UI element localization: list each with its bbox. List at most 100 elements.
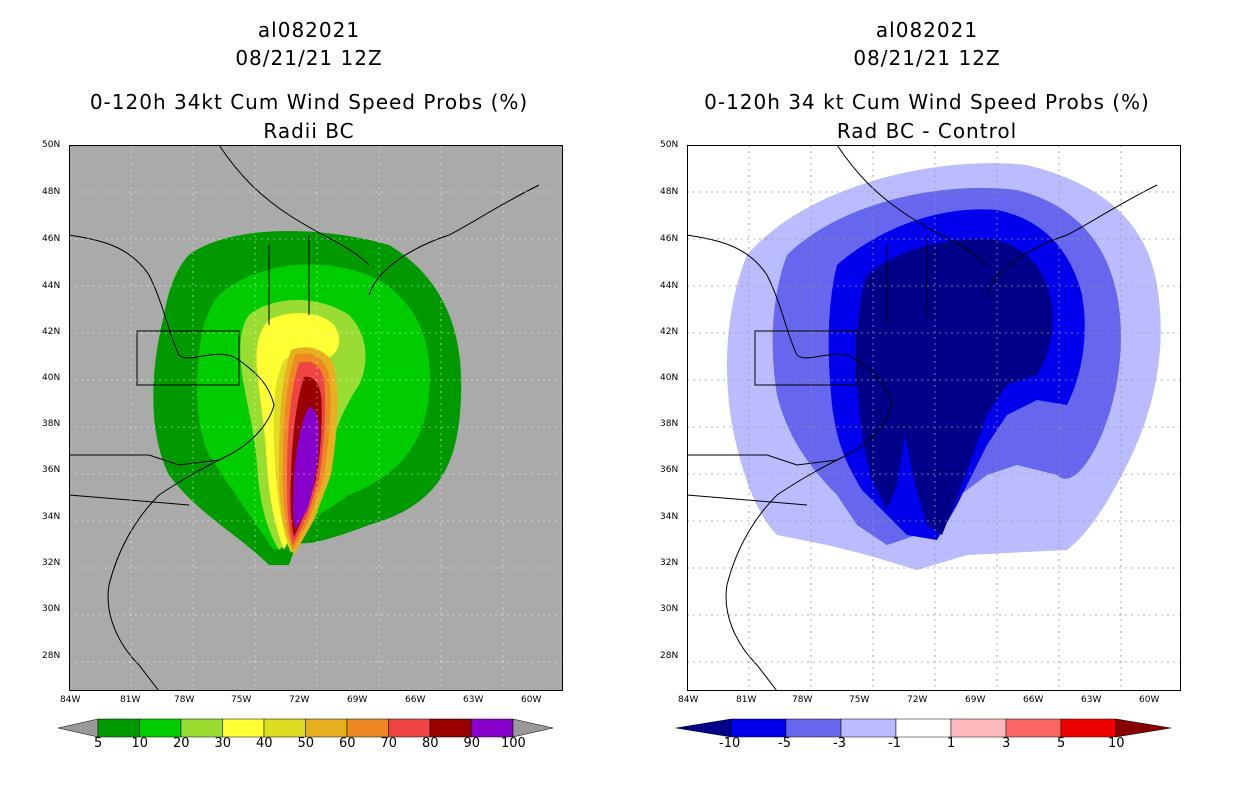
colorbar-label: 20: [173, 736, 190, 751]
colorbar-label: 10: [131, 736, 149, 751]
colorbar-cell: [950, 718, 1007, 738]
lon-label: 84W: [678, 695, 699, 705]
colorbar-cell: [895, 718, 952, 738]
diff-minus10: [857, 239, 1053, 535]
right-panel: al082021 08/21/21 12Z 0-120h 34 kt Cum W…: [618, 0, 1236, 800]
lon-label: 75W: [231, 695, 252, 705]
colorbar-cell: [180, 718, 223, 738]
colorbar-cell: [471, 718, 514, 738]
left-cbar-below: [57, 718, 99, 738]
right-title: 0-120h 34 kt Cum Wind Speed Probs (%): [704, 90, 1150, 114]
lat-label: 36N: [660, 465, 679, 475]
left-date: 08/21/21 12Z: [235, 46, 383, 70]
colorbar-label: -5: [778, 736, 791, 751]
colorbar-label: 50: [297, 736, 315, 751]
lat-label: 48N: [660, 187, 679, 197]
lon-label: 69W: [965, 695, 986, 705]
colorbar-label: 100: [501, 736, 526, 751]
colorbar-label: 10: [1108, 736, 1125, 751]
colorbar-cell: [388, 718, 431, 738]
left-colorbar: [57, 718, 554, 738]
prob-90: [293, 407, 320, 530]
colorbar-cell: [305, 718, 348, 738]
left-title: 0-120h 34kt Cum Wind Speed Probs (%): [89, 90, 529, 114]
lon-label: 66W: [405, 695, 426, 705]
colorbar-cell: [840, 718, 897, 738]
lon-label: 60W: [521, 695, 542, 705]
colorbar-cell: [346, 718, 389, 738]
right-map: [687, 145, 1181, 691]
colorbar-cell: [222, 718, 265, 738]
lat-label: 34N: [42, 512, 61, 522]
right-colorbar: [675, 718, 1172, 738]
lat-label: 50N: [42, 140, 61, 150]
lat-label: 42N: [660, 327, 679, 337]
colorbar-label: 5: [1057, 736, 1066, 751]
lat-label: 44N: [42, 281, 61, 291]
left-map-frame: [69, 145, 563, 691]
lat-label: 28N: [660, 651, 679, 661]
lat-label: 30N: [42, 604, 61, 614]
left-coastlines: [69, 145, 540, 691]
lat-label: 46N: [42, 234, 61, 244]
lat-label: 38N: [42, 419, 61, 429]
colorbar-label: 90: [463, 736, 481, 751]
colorbar-cell: [139, 718, 182, 738]
lat-label: 32N: [42, 558, 61, 568]
colorbar-label: -3: [833, 736, 846, 751]
colorbar-label: 70: [380, 736, 398, 751]
lat-label: 30N: [660, 604, 679, 614]
colorbar-label: -10: [719, 736, 741, 751]
right-grid: [687, 145, 1181, 691]
lat-label: 34N: [660, 512, 679, 522]
colorbar-cell: [97, 718, 140, 738]
lat-label: 28N: [42, 651, 61, 661]
lon-label: 66W: [1023, 695, 1044, 705]
right-cbar-below: [675, 718, 732, 738]
lon-label: 78W: [792, 695, 813, 705]
lon-label: 81W: [120, 695, 141, 705]
lat-label: 44N: [660, 281, 679, 291]
lat-label: 40N: [660, 373, 679, 383]
lon-label: 75W: [849, 695, 870, 705]
lon-label: 72W: [907, 695, 928, 705]
lat-label: 50N: [660, 140, 679, 150]
lat-label: 38N: [660, 419, 679, 429]
left-subtitle: Radii BC: [263, 119, 355, 143]
lon-label: 63W: [1081, 695, 1102, 705]
colorbar-cell: [429, 718, 472, 738]
left-storm-id: al082021: [257, 18, 361, 42]
lon-label: 60W: [1139, 695, 1160, 705]
colorbar-label: 40: [256, 736, 273, 751]
colorbar-label: 5: [94, 736, 103, 751]
left-cbar-cells: [97, 718, 514, 738]
left-cbar-above: [512, 718, 554, 738]
colorbar-cell: [1005, 718, 1062, 738]
lat-label: 48N: [42, 187, 61, 197]
left-grid: [69, 145, 563, 691]
lon-label: 69W: [347, 695, 368, 705]
colorbar-cell: [785, 718, 842, 738]
colorbar-label: 30: [214, 736, 232, 751]
colorbar-label: -1: [888, 736, 901, 751]
lon-label: 81W: [736, 695, 757, 705]
colorbar-label: 1: [947, 736, 956, 751]
lat-label: 32N: [660, 558, 679, 568]
lat-label: 46N: [660, 234, 679, 244]
right-storm-id: al082021: [875, 18, 979, 42]
colorbar-label: 3: [1002, 736, 1011, 751]
right-coastlines: [687, 145, 1158, 691]
lon-label: 84W: [60, 695, 81, 705]
lat-label: 36N: [42, 465, 61, 475]
left-panel: al082021 08/21/21 12Z 0-120h 34kt Cum Wi…: [42, 18, 563, 751]
colorbar-cell: [1060, 718, 1117, 738]
right-map-frame: [687, 145, 1181, 691]
right-subtitle: Rad BC - Control: [836, 119, 1018, 143]
right-cbar-cells: [730, 718, 1117, 738]
lon-label: 72W: [289, 695, 310, 705]
lat-label: 42N: [42, 327, 61, 337]
colorbar-label: 80: [422, 736, 439, 751]
right-date: 08/21/21 12Z: [853, 46, 1001, 70]
right-cbar-above: [1115, 718, 1172, 738]
colorbar-cell: [730, 718, 787, 738]
